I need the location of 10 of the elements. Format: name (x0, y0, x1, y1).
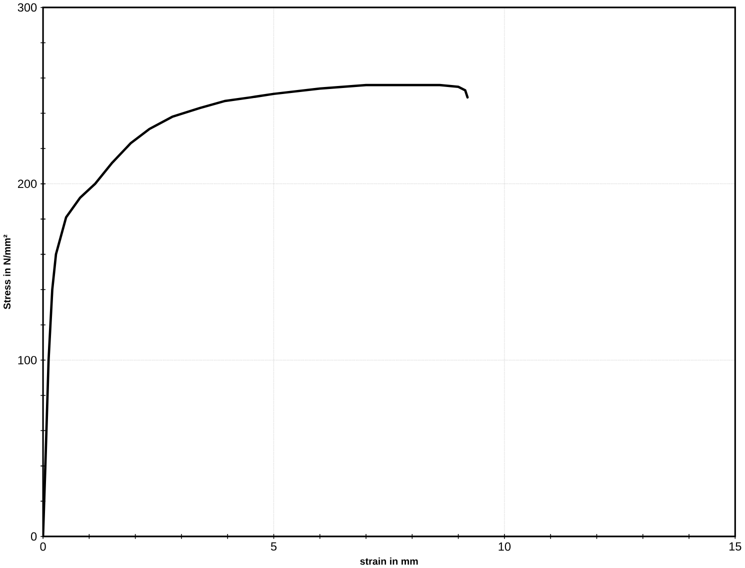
x-tick-label: 0 (40, 542, 46, 551)
x-tick-label: 15 (729, 542, 742, 551)
y-tick-label: 100 (18, 356, 37, 364)
y-tick-label: 0 (30, 532, 37, 541)
y-axis-title: Stress in N/mm² (3, 234, 11, 310)
y-tick-label: 300 (18, 3, 37, 12)
y-tick-label: 200 (18, 180, 37, 188)
x-tick-label: 5 (270, 542, 277, 551)
x-axis-title: strain in mm (360, 558, 418, 565)
x-tick-label: 10 (498, 542, 511, 551)
